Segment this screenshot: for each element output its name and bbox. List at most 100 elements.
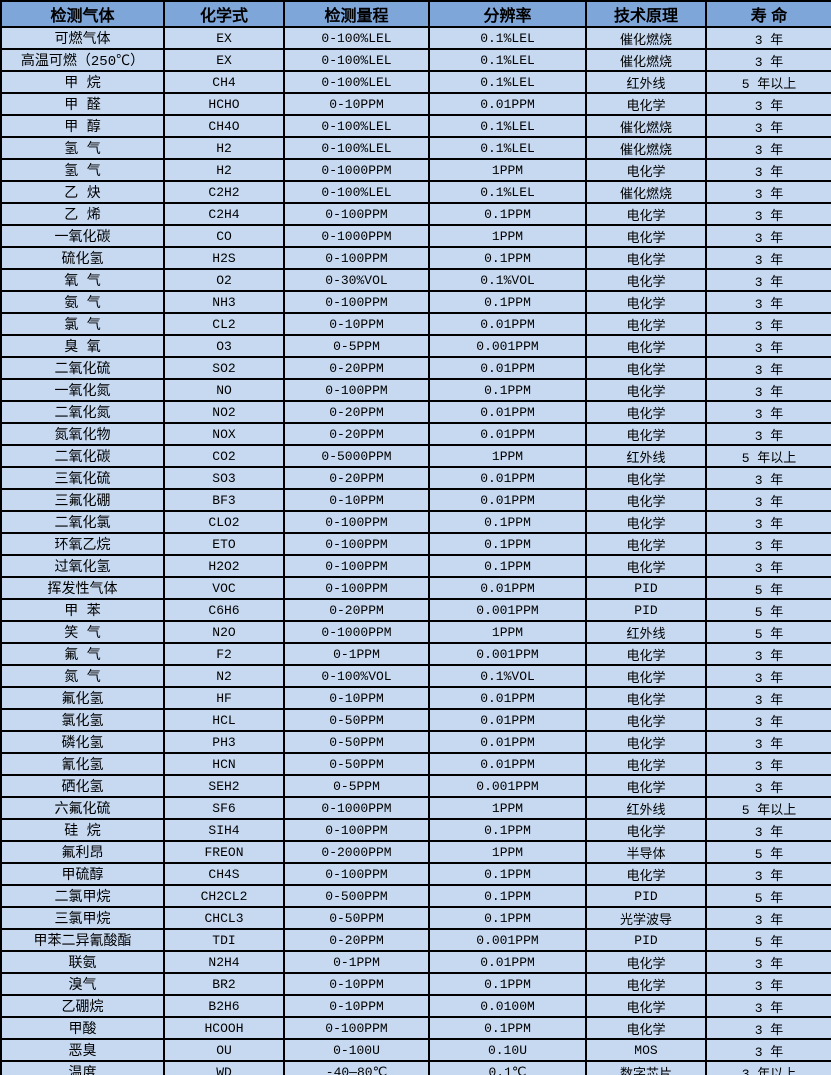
table-row: 氮氧化物 NOX 0-20PPM 0.01PPM 电化学 3 年 — [0, 422, 831, 446]
lifespan-cell: 3 年 — [705, 356, 831, 380]
formula-cell: FREON — [163, 840, 285, 864]
gas-cell: 甲 醛 — [0, 92, 165, 116]
formula-cell: ETO — [163, 532, 285, 556]
range-cell: 0-1000PPM — [283, 158, 430, 182]
table-row: 氨 气 NH3 0-100PPM 0.1PPM 电化学 3 年 — [0, 290, 831, 314]
resolution-cell: 0.01PPM — [428, 356, 587, 380]
range-cell: 0-500PPM — [283, 884, 430, 908]
principle-cell: 催化燃烧 — [585, 180, 707, 204]
resolution-cell: 0.1PPM — [428, 906, 587, 930]
resolution-cell: 0.1PPM — [428, 532, 587, 556]
principle-cell: 红外线 — [585, 70, 707, 94]
table-row: 乙 烯 C2H4 0-100PPM 0.1PPM 电化学 3 年 — [0, 202, 831, 226]
lifespan-cell: 3 年 — [705, 114, 831, 138]
formula-cell: CHCL3 — [163, 906, 285, 930]
range-cell: 0-100%LEL — [283, 70, 430, 94]
resolution-cell: 0.1PPM — [428, 862, 587, 886]
principle-cell: 电化学 — [585, 950, 707, 974]
table-row: 二氧化氯 CLO2 0-100PPM 0.1PPM 电化学 3 年 — [0, 510, 831, 534]
range-cell: 0-100%VOL — [283, 664, 430, 688]
resolution-cell: 0.001PPM — [428, 334, 587, 358]
lifespan-cell: 3 年 — [705, 466, 831, 490]
principle-cell: 电化学 — [585, 862, 707, 886]
table-row: 硅 烷 SIH4 0-100PPM 0.1PPM 电化学 3 年 — [0, 818, 831, 842]
table-row: 三氯甲烷 CHCL3 0-50PPM 0.1PPM 光学波导 3 年 — [0, 906, 831, 930]
gas-cell: 高温可燃（250℃） — [0, 48, 165, 72]
formula-cell: C2H2 — [163, 180, 285, 204]
resolution-cell: 0.01PPM — [428, 752, 587, 776]
principle-cell: 电化学 — [585, 466, 707, 490]
formula-cell: H2O2 — [163, 554, 285, 578]
range-cell: 0-5PPM — [283, 774, 430, 798]
gas-cell: 笑 气 — [0, 620, 165, 644]
gas-cell: 硅 烷 — [0, 818, 165, 842]
range-cell: 0-10PPM — [283, 312, 430, 336]
principle-cell: PID — [585, 576, 707, 600]
gas-cell: 过氧化氢 — [0, 554, 165, 578]
principle-cell: 数字芯片 — [585, 1060, 707, 1075]
table-row: 三氧化硫 SO3 0-20PPM 0.01PPM 电化学 3 年 — [0, 466, 831, 490]
lifespan-cell: 3 年 — [705, 752, 831, 776]
formula-cell: NO — [163, 378, 285, 402]
formula-cell: CH4 — [163, 70, 285, 94]
table-row: 甲 醇 CH4O 0-100%LEL 0.1%LEL 催化燃烧 3 年 — [0, 114, 831, 138]
table-row: 三氟化硼 BF3 0-10PPM 0.01PPM 电化学 3 年 — [0, 488, 831, 512]
lifespan-cell: 5 年 — [705, 598, 831, 622]
gas-cell: 乙硼烷 — [0, 994, 165, 1018]
table-row: 一氧化碳 CO 0-1000PPM 1PPM 电化学 3 年 — [0, 224, 831, 248]
spec-table-body: 可燃气体 EX 0-100%LEL 0.1%LEL 催化燃烧 3 年高温可燃（250℃） E… — [0, 26, 831, 1075]
principle-cell: PID — [585, 928, 707, 952]
principle-cell: 电化学 — [585, 158, 707, 182]
gas-cell: 三氯甲烷 — [0, 906, 165, 930]
formula-cell: NOX — [163, 422, 285, 446]
gas-cell: 一氧化碳 — [0, 224, 165, 248]
lifespan-cell: 3 年 — [705, 510, 831, 534]
lifespan-cell: 5 年以上 — [705, 796, 831, 820]
resolution-cell: 0.1PPM — [428, 1016, 587, 1040]
table-row: 氯 气 CL2 0-10PPM 0.01PPM 电化学 3 年 — [0, 312, 831, 336]
table-row: 六氟化硫 SF6 0-1000PPM 1PPM 红外线 5 年以上 — [0, 796, 831, 820]
range-cell: 0-20PPM — [283, 400, 430, 424]
formula-cell: TDI — [163, 928, 285, 952]
principle-cell: 电化学 — [585, 994, 707, 1018]
lifespan-cell: 5 年 — [705, 840, 831, 864]
principle-cell: 电化学 — [585, 334, 707, 358]
resolution-cell: 0.01PPM — [428, 730, 587, 754]
formula-cell: NO2 — [163, 400, 285, 424]
lifespan-cell: 3 年 — [705, 180, 831, 204]
formula-cell: SO2 — [163, 356, 285, 380]
range-cell: 0-100PPM — [283, 576, 430, 600]
resolution-cell: 0.01PPM — [428, 422, 587, 446]
column-header-lifespan: 寿 命 — [705, 0, 831, 28]
gas-cell: 三氧化硫 — [0, 466, 165, 490]
gas-cell: 乙 炔 — [0, 180, 165, 204]
formula-cell: OU — [163, 1038, 285, 1062]
resolution-cell: 0.1PPM — [428, 290, 587, 314]
formula-cell: N2 — [163, 664, 285, 688]
range-cell: 0-100PPM — [283, 246, 430, 270]
gas-cell: 氟利昂 — [0, 840, 165, 864]
lifespan-cell: 5 年以上 — [705, 70, 831, 94]
table-row: 过氧化氢 H2O2 0-100PPM 0.1PPM 电化学 3 年 — [0, 554, 831, 578]
gas-cell: 氢 气 — [0, 136, 165, 160]
resolution-cell: 0.01PPM — [428, 312, 587, 336]
column-header-range: 检测量程 — [283, 0, 430, 28]
range-cell: 0-10PPM — [283, 488, 430, 512]
range-cell: 0-100PPM — [283, 532, 430, 556]
gas-cell: 恶臭 — [0, 1038, 165, 1062]
principle-cell: 光学波导 — [585, 906, 707, 930]
table-row: 高温可燃（250℃） EX 0-100%LEL 0.1%LEL 催化燃烧 3 年 — [0, 48, 831, 72]
formula-cell: EX — [163, 48, 285, 72]
table-row: 甲 烷 CH4 0-100%LEL 0.1%LEL 红外线 5 年以上 — [0, 70, 831, 94]
gas-cell: 二氧化氯 — [0, 510, 165, 534]
lifespan-cell: 5 年 — [705, 620, 831, 644]
range-cell: 0-1000PPM — [283, 620, 430, 644]
resolution-cell: 0.1%LEL — [428, 136, 587, 160]
table-row: 硫化氢 H2S 0-100PPM 0.1PPM 电化学 3 年 — [0, 246, 831, 270]
range-cell: 0-20PPM — [283, 466, 430, 490]
resolution-cell: 1PPM — [428, 796, 587, 820]
gas-cell: 二氯甲烷 — [0, 884, 165, 908]
formula-cell: SO3 — [163, 466, 285, 490]
lifespan-cell: 3 年 — [705, 994, 831, 1018]
